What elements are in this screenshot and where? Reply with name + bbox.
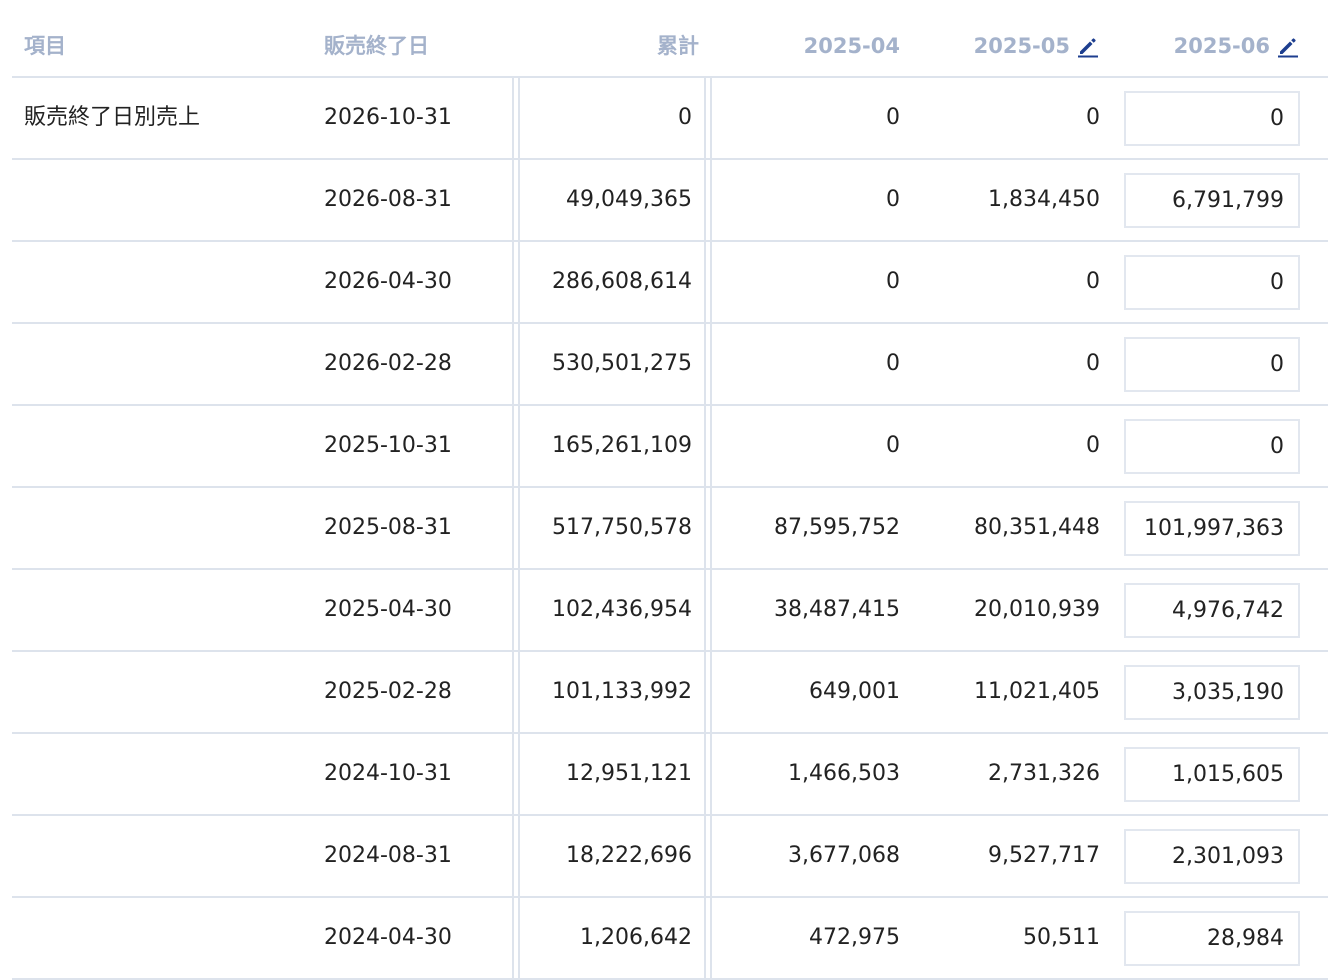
header-cumulative: 累計 xyxy=(657,34,699,58)
cumulative-cell: 165,261,109 xyxy=(552,433,692,458)
sales-table: 項目 販売終了日 累計 2025-04 2025-05 2025-06 販売終了… xyxy=(12,0,1328,980)
month-2-cell: 0 xyxy=(1086,105,1100,130)
month-2-cell: 50,511 xyxy=(1023,925,1100,950)
table-row: 2025-02-28 101,133,992 649,001 11,021,405 3,… xyxy=(12,652,1328,734)
cumulative-cell: 18,222,696 xyxy=(566,843,692,868)
table-row: 2025-08-31 517,750,578 87,595,752 80,351,44… xyxy=(12,488,1328,570)
end-date-cell: 2026-04-30 xyxy=(324,269,452,294)
month-2-cell: 11,021,405 xyxy=(974,679,1100,704)
header-item: 項目 xyxy=(24,34,66,58)
month-2-cell: 2,731,326 xyxy=(988,761,1100,786)
header-month-1: 2025-04 xyxy=(803,34,900,58)
month-1-cell: 0 xyxy=(886,187,900,212)
column-divider xyxy=(710,78,712,980)
month-1-cell: 1,466,503 xyxy=(788,761,900,786)
table-row: 2024-04-30 1,206,642 472,975 50,511 28,984 xyxy=(12,898,1328,980)
header-month-3: 2025-06 xyxy=(1112,32,1300,60)
month-2-cell: 0 xyxy=(1086,433,1100,458)
month-1-cell: 87,595,752 xyxy=(774,515,900,540)
table-row: 販売終了日別売上 2026-10-31 0 0 0 0 xyxy=(12,78,1328,160)
month-3-input[interactable]: 6,791,799 xyxy=(1124,173,1300,228)
month-3-input[interactable]: 28,984 xyxy=(1124,911,1300,966)
end-date-cell: 2024-08-31 xyxy=(324,843,452,868)
month-2-cell: 0 xyxy=(1086,351,1100,376)
table-row: 2026-04-30 286,608,614 0 0 0 xyxy=(12,242,1328,324)
month-3-input[interactable]: 2,301,093 xyxy=(1124,829,1300,884)
pencil-icon[interactable] xyxy=(1076,34,1100,58)
table-row: 2025-04-30 102,436,954 38,487,415 20,010,93… xyxy=(12,570,1328,652)
end-date-cell: 2025-08-31 xyxy=(324,515,452,540)
month-1-cell: 38,487,415 xyxy=(774,597,900,622)
month-3-input[interactable]: 0 xyxy=(1124,255,1300,310)
month-2-cell: 9,527,717 xyxy=(988,843,1100,868)
end-date-cell: 2026-10-31 xyxy=(324,105,452,130)
end-date-cell: 2024-10-31 xyxy=(324,761,452,786)
end-date-cell: 2025-10-31 xyxy=(324,433,452,458)
end-date-cell: 2026-02-28 xyxy=(324,351,452,376)
month-3-input[interactable]: 101,997,363 xyxy=(1124,501,1300,556)
month-1-cell: 0 xyxy=(886,105,900,130)
month-1-cell: 0 xyxy=(886,351,900,376)
month-1-cell: 649,001 xyxy=(809,679,900,704)
cumulative-cell: 12,951,121 xyxy=(566,761,692,786)
month-2-cell: 1,834,450 xyxy=(988,187,1100,212)
cumulative-cell: 1,206,642 xyxy=(580,925,692,950)
month-3-input[interactable]: 3,035,190 xyxy=(1124,665,1300,720)
end-date-cell: 2025-04-30 xyxy=(324,597,452,622)
month-1-cell: 0 xyxy=(886,269,900,294)
column-divider xyxy=(512,78,514,980)
end-date-cell: 2025-02-28 xyxy=(324,679,452,704)
cumulative-cell: 0 xyxy=(678,105,692,130)
month-1-cell: 0 xyxy=(886,433,900,458)
month-1-cell: 3,677,068 xyxy=(788,843,900,868)
month-2-cell: 80,351,448 xyxy=(974,515,1100,540)
month-3-input[interactable]: 0 xyxy=(1124,337,1300,392)
end-date-cell: 2026-08-31 xyxy=(324,187,452,212)
cumulative-cell: 101,133,992 xyxy=(552,679,692,704)
cumulative-cell: 49,049,365 xyxy=(566,187,692,212)
table-body: 販売終了日別売上 2026-10-31 0 0 0 0 2026-08-31 49,049,3… xyxy=(12,78,1328,980)
month-3-input[interactable]: 0 xyxy=(1124,91,1300,146)
table-header: 項目 販売終了日 累計 2025-04 2025-05 2025-06 xyxy=(12,0,1328,78)
cumulative-cell: 286,608,614 xyxy=(552,269,692,294)
table-row: 2026-02-28 530,501,275 0 0 0 xyxy=(12,324,1328,406)
month-3-input[interactable]: 4,976,742 xyxy=(1124,583,1300,638)
month-2-cell: 0 xyxy=(1086,269,1100,294)
cumulative-cell: 530,501,275 xyxy=(552,351,692,376)
table-row: 2026-08-31 49,049,365 0 1,834,450 6,791,799 xyxy=(12,160,1328,242)
pencil-icon[interactable] xyxy=(1276,34,1300,58)
column-divider xyxy=(704,78,706,980)
header-end-date: 販売終了日 xyxy=(324,34,429,58)
table-row: 2024-08-31 18,222,696 3,677,068 9,527,717 2,… xyxy=(12,816,1328,898)
table-row: 2024-10-31 12,951,121 1,466,503 2,731,326 1,… xyxy=(12,734,1328,816)
row-label: 販売終了日別売上 xyxy=(24,105,201,130)
cumulative-cell: 102,436,954 xyxy=(552,597,692,622)
month-1-cell: 472,975 xyxy=(809,925,900,950)
end-date-cell: 2024-04-30 xyxy=(324,925,452,950)
month-3-input[interactable]: 0 xyxy=(1124,419,1300,474)
table-row: 2025-10-31 165,261,109 0 0 0 xyxy=(12,406,1328,488)
month-3-input[interactable]: 1,015,605 xyxy=(1124,747,1300,802)
column-divider xyxy=(518,78,520,980)
month-2-cell: 20,010,939 xyxy=(974,597,1100,622)
header-month-2: 2025-05 xyxy=(912,32,1100,60)
header-month-2-label: 2025-05 xyxy=(973,34,1070,58)
cumulative-cell: 517,750,578 xyxy=(552,515,692,540)
header-month-3-label: 2025-06 xyxy=(1173,34,1270,58)
